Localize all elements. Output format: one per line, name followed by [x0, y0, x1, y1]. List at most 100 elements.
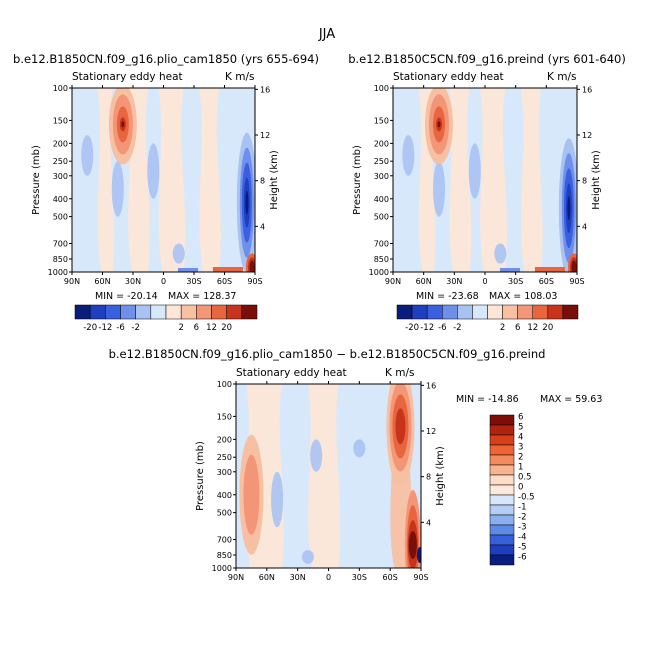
contour-negative: [416, 547, 421, 564]
contour-positive: [408, 531, 417, 560]
colorbar-swatch: [196, 304, 212, 320]
colorbar-label: 5: [518, 423, 523, 433]
y2-tick-label: 16: [260, 85, 270, 94]
contour-band: [449, 88, 472, 272]
y-tick-label: 500: [217, 509, 232, 518]
y-tick-label: 400: [374, 195, 389, 204]
y-tick-label: 200: [217, 435, 232, 444]
colorbar-label: 6: [194, 323, 199, 333]
colorbar: -20 -12 -6 -2 2 6 12 20: [74, 304, 258, 333]
x-tick-label: 90S: [247, 277, 262, 286]
colorbar-swatch: [241, 304, 258, 320]
y-axis-title: Pressure (mb): [31, 145, 42, 215]
contour-positive: [395, 408, 406, 445]
panel-units: K m/s: [385, 367, 414, 379]
colorbar-label: -20: [83, 323, 97, 333]
colorbar-swatch: [489, 514, 515, 526]
colorbar-swatch: [150, 304, 167, 320]
contour-negative: [433, 161, 445, 217]
colorbar-label: -12: [420, 323, 434, 333]
y-tick-label: 700: [53, 239, 68, 248]
y-tick-label: 150: [374, 116, 389, 125]
y-tick-label: 400: [53, 195, 68, 204]
x-tick-label: 60S: [217, 277, 232, 286]
contour-negative: [245, 190, 249, 215]
y-tick-label: 100: [217, 380, 232, 389]
colorbar-swatch: [502, 304, 518, 320]
colorbar-swatch: [165, 304, 182, 320]
colorbar-swatch: [489, 414, 515, 426]
panel-units: K m/s: [547, 71, 576, 83]
colorbar-swatch: [489, 534, 515, 546]
y-tick-label: 700: [217, 535, 232, 544]
colorbar-swatch: [489, 524, 515, 536]
panel-title: b.e12.B1850CN.f09_g16.plio_cam1850 (yrs …: [13, 52, 319, 66]
min-label: MIN = -14.86: [456, 394, 519, 405]
heatmap-field: [393, 88, 577, 272]
contour-positive: [437, 121, 441, 128]
colorbar-label: 1: [518, 463, 523, 473]
y-tick-label: 500: [53, 213, 68, 222]
contour-positive: [534, 267, 565, 272]
y2-tick-label: 16: [426, 381, 436, 390]
y-tick-label: 850: [53, 255, 68, 264]
y-tick-label: 1000: [369, 268, 389, 277]
colorbar-swatch: [517, 304, 534, 320]
x-tick-label: 60N: [259, 573, 275, 582]
y-axis-title: Pressure (mb): [352, 145, 363, 215]
colorbar-swatch: [487, 304, 503, 320]
colorbar-swatch: [135, 304, 152, 320]
contour-negative: [567, 196, 571, 221]
y2-tick-label: 4: [582, 222, 587, 231]
colorbar-swatch: [489, 464, 515, 476]
figure-title: JJA: [318, 27, 335, 42]
y-tick-label: 400: [217, 491, 232, 500]
x-tick-label: 30S: [352, 573, 367, 582]
panel-difference: b.e12.B1850CN.f09_g16.plio_cam1850 − b.e…: [109, 347, 603, 582]
x-tick-label: 90N: [228, 573, 244, 582]
colorbar-label: 12: [527, 323, 538, 333]
colorbar-swatch: [442, 304, 458, 320]
colorbar-swatch: [226, 304, 243, 320]
y-tick-label: 700: [374, 239, 389, 248]
y-tick-label: 150: [217, 412, 232, 421]
y2-tick-label: 8: [426, 473, 431, 482]
x-tick-label: 30S: [186, 277, 201, 286]
contour-negative: [468, 143, 481, 199]
colorbar-swatch: [89, 304, 106, 320]
panel-title: b.e12.B1850CN.f09_g16.plio_cam1850 − b.e…: [109, 347, 546, 361]
colorbar-label: -20: [405, 323, 419, 333]
colorbar-label: 4: [518, 433, 523, 443]
panel-title: b.e12.B1850C5CN.f09_g16.preind (yrs 601-…: [348, 52, 626, 66]
x-tick-label: 60S: [383, 573, 398, 582]
x-tick-label: 60N: [94, 277, 110, 286]
y2-axis-title: Height (km): [591, 150, 602, 210]
colorbar-label: -2: [131, 323, 139, 333]
y2-tick-label: 12: [582, 131, 592, 140]
x-tick-label: 90S: [569, 277, 584, 286]
colorbar-label: 3: [518, 443, 523, 453]
colorbar-label: 12: [206, 323, 217, 333]
heatmap-field: [72, 88, 255, 272]
colorbar-swatch: [489, 554, 515, 566]
contour-negative: [172, 243, 185, 264]
contour-band: [307, 384, 341, 568]
colorbar-swatch: [489, 434, 515, 446]
y-tick-label: 500: [374, 213, 389, 222]
colorbar-label: 20: [221, 323, 232, 333]
max-label: MAX = 108.03: [489, 291, 557, 302]
colorbar-label: 2: [500, 323, 505, 333]
contour-band: [479, 88, 507, 272]
colorbar-swatch: [489, 494, 515, 506]
y2-tick-label: 12: [260, 131, 270, 140]
colorbar-label: 0.5: [518, 473, 532, 483]
colorbar-label: -6: [438, 323, 446, 333]
y-tick-label: 200: [374, 139, 389, 148]
contour-negative: [499, 268, 520, 272]
y-axis-title: Pressure (mb): [195, 441, 206, 511]
y-tick-label: 250: [374, 157, 389, 166]
colorbar-label: -3: [518, 523, 526, 533]
x-tick-label: 30N: [446, 277, 462, 286]
